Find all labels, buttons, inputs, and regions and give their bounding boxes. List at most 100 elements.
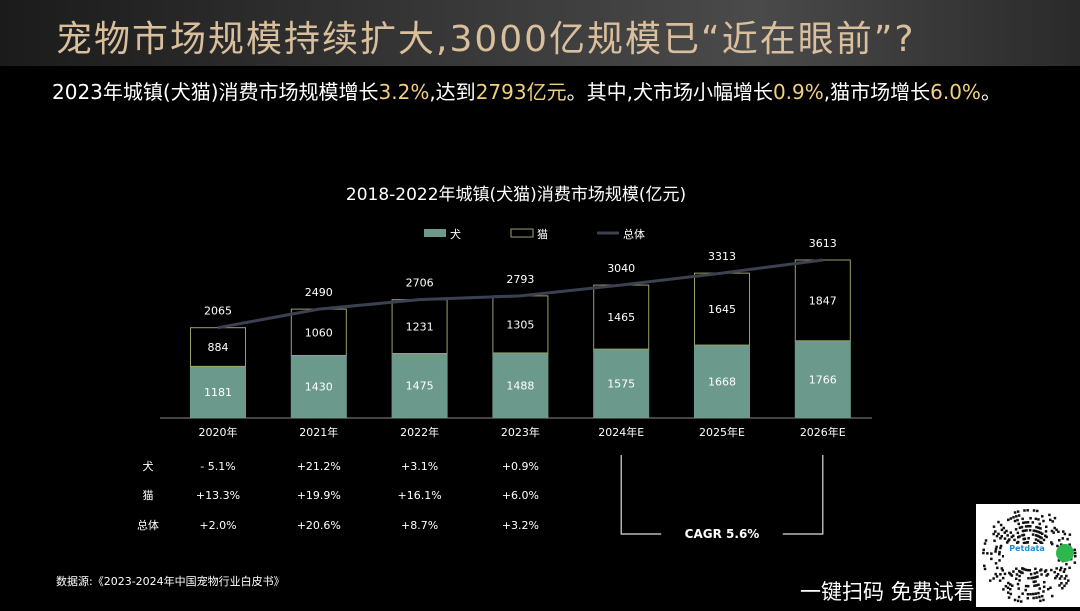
qr-dot	[1068, 566, 1071, 570]
qr-dot	[994, 572, 997, 576]
qr-dot	[994, 550, 997, 553]
qr-dot	[1016, 531, 1020, 535]
bar-label-dog: 1475	[406, 380, 434, 393]
qr-dot	[1023, 529, 1026, 532]
qr-dot	[1059, 568, 1062, 572]
qr-dot	[1006, 534, 1009, 537]
qr-dot	[982, 548, 985, 552]
growth-value: +6.0%	[502, 489, 539, 502]
qr-dot	[995, 534, 999, 538]
chart-title: 2018-2022年城镇(犬猫)消费市场规模(亿元)	[346, 185, 686, 205]
qr-dot	[1065, 562, 1068, 566]
bar-label-cat: 1231	[406, 321, 434, 334]
x-tick-label: 2020年	[199, 425, 238, 439]
total-label: 3040	[607, 262, 635, 275]
growth-value: +3.1%	[401, 460, 438, 473]
bar-label-cat: 884	[208, 341, 229, 354]
bar-dog	[391, 353, 448, 418]
qr-dot	[1000, 567, 1004, 570]
growth-value: +21.2%	[297, 460, 341, 473]
qr-dot	[1009, 587, 1012, 591]
qr-dot	[1007, 596, 1011, 599]
bar-cat	[492, 295, 549, 354]
growth-value: +19.9%	[297, 489, 341, 502]
qr-dot	[995, 545, 998, 549]
qr-dot	[1018, 574, 1021, 578]
qr-dot	[1010, 535, 1014, 539]
qr-dot	[988, 579, 992, 582]
qr-dot	[992, 525, 996, 528]
qr-dot	[1000, 528, 1004, 532]
qr-dot	[995, 575, 999, 578]
growth-row-label: 猫	[143, 489, 154, 502]
qr-dot	[1020, 525, 1024, 529]
bar-dog	[794, 340, 851, 418]
bar-dog	[694, 345, 750, 418]
qr-dot	[1024, 588, 1027, 592]
qr-dot	[1065, 582, 1068, 585]
bar-label-dog: 1668	[708, 376, 736, 389]
qr-dot	[1009, 592, 1013, 596]
qr-dot	[1012, 570, 1015, 573]
qr-dot	[1021, 567, 1024, 570]
qr-dot	[1037, 526, 1040, 529]
qr-dot	[1034, 592, 1038, 595]
qr-dot	[1033, 576, 1036, 579]
qr-dot	[1058, 584, 1061, 587]
growth-value: +20.6%	[297, 519, 341, 532]
qr-dot	[1039, 531, 1042, 535]
qr-dot	[1029, 517, 1032, 520]
growth-value: +0.9%	[502, 460, 539, 473]
qr-dot	[1029, 592, 1032, 596]
bar-dog	[290, 355, 347, 418]
growth-value: +16.1%	[398, 489, 442, 502]
qr-dot	[1060, 575, 1063, 578]
qr-dot	[1060, 581, 1063, 585]
total-label: 2065	[204, 305, 232, 318]
qr-dot	[1006, 539, 1010, 543]
qr-dot	[1058, 577, 1062, 580]
qr-dot	[999, 546, 1002, 550]
qr-dot	[998, 559, 1001, 562]
qr-dot	[1050, 568, 1053, 572]
qr-dot	[983, 567, 987, 571]
x-tick-label: 2023年	[501, 425, 540, 439]
qr-dot	[998, 552, 1001, 556]
qr-dot	[1022, 533, 1026, 537]
qr-dot	[1037, 530, 1041, 534]
qr-dot	[1016, 540, 1020, 544]
qr-dot	[1063, 584, 1066, 588]
legend-label-cat: 猫	[537, 228, 548, 241]
qr-dot	[1056, 573, 1060, 576]
qr-dot	[993, 539, 996, 543]
qr-dot	[1039, 527, 1042, 530]
qr-dot	[1034, 580, 1037, 583]
bar-label-dog: 1766	[809, 373, 837, 386]
qr-dot	[1017, 522, 1020, 526]
qr-dot	[1039, 569, 1042, 572]
qr-dot	[1063, 567, 1067, 571]
total-label: 2793	[506, 273, 534, 286]
qr-dot	[1047, 587, 1050, 591]
qr-dot	[1025, 529, 1028, 532]
bar-dog	[190, 366, 246, 418]
qr-dot	[1031, 533, 1035, 536]
qr-dot	[1021, 592, 1024, 595]
qr-dot	[1074, 555, 1077, 558]
qr-dot	[1038, 595, 1041, 599]
qr-dot	[1053, 516, 1057, 520]
qr-dot	[1013, 511, 1017, 514]
qr-dot	[1021, 529, 1025, 533]
qr-dot	[1017, 535, 1020, 539]
data-source: 数据源:《2023-2024年中国宠物行业白皮书》	[56, 575, 285, 588]
qr-dot	[1032, 509, 1036, 512]
qr-code[interactable]: Petdata	[976, 504, 1080, 607]
qr-dot	[1051, 520, 1054, 523]
qr-dot	[1008, 538, 1011, 541]
bar-label-cat: 1305	[506, 318, 534, 331]
qr-dot	[1013, 519, 1017, 523]
qr-dot	[1026, 525, 1030, 528]
growth-value: +13.3%	[196, 489, 240, 502]
qr-dot	[1073, 561, 1077, 564]
qr-dot	[999, 544, 1003, 548]
